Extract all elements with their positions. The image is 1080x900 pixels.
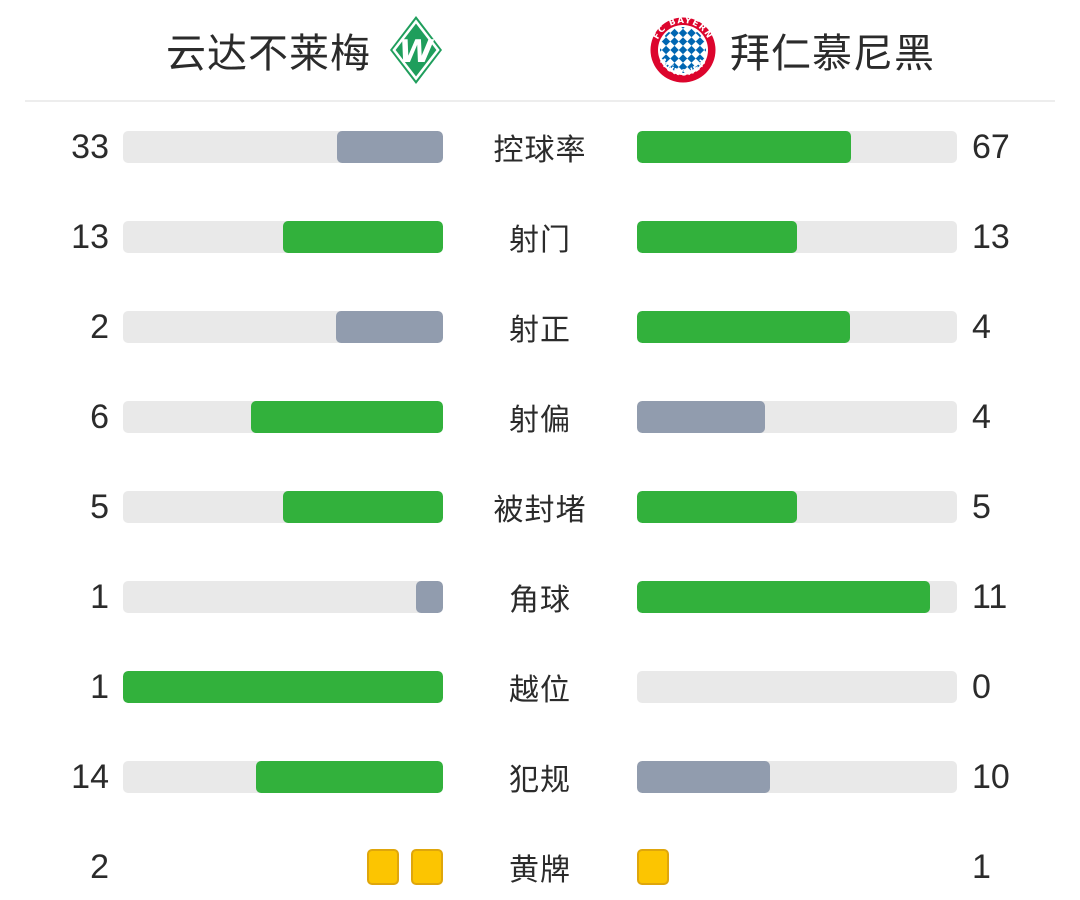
away-stat-value: 11 [972,577,1008,616]
stat-label: 犯规 [509,764,571,797]
yellow-card-icon [411,849,443,885]
away-stat-bar-fill [637,581,931,613]
away-stat-value: 67 [972,127,1010,166]
home-yellow-cards [123,822,443,900]
away-stat-bar [637,131,957,163]
away-stat-bar [637,671,957,703]
home-stat-bar-fill [336,311,443,343]
home-stat-bar-fill [283,491,443,523]
away-stat-value: 10 [972,757,1010,796]
stat-row: 1 角球 11 [25,552,1055,642]
home-stat-bar [123,131,443,163]
away-stat-value: 4 [972,397,991,436]
stats-list: 33 控球率 67 13 射门 13 2 射正 4 6 [25,102,1055,900]
svg-text:W: W [399,34,435,70]
home-stat-value: 6 [90,397,109,436]
stat-row-yellow-cards: 2 黄牌 1 [25,822,1055,900]
away-stat-bar [637,221,957,253]
werder-bremen-logo-icon: W [389,15,443,85]
stat-row: 5 被封堵 5 [25,462,1055,552]
stat-label: 控球率 [493,134,587,167]
stat-row: 14 犯规 10 [25,732,1055,822]
away-stat-bar [637,581,957,613]
home-stat-value: 5 [90,487,109,526]
yellow-card-icon [637,849,669,885]
away-stat-value: 5 [972,487,991,526]
stat-row: 2 射正 4 [25,282,1055,372]
match-header: 云达不莱梅 W [25,0,1055,100]
stat-label: 射正 [509,314,571,347]
stat-row: 1 越位 0 [25,642,1055,732]
bayern-munich-logo-icon: FC BAYERN MÜNCHEN [650,17,716,83]
away-team-header[interactable]: FC BAYERN MÜNCHEN 拜仁慕尼黑 [637,17,1055,83]
home-stat-bar [123,671,443,703]
yellow-card-icon [367,849,399,885]
away-stat-bar-fill [637,311,851,343]
away-stat-bar [637,401,957,433]
away-stat-value: 4 [972,307,991,346]
away-stat-bar-fill [637,221,797,253]
stat-row: 13 射门 13 [25,192,1055,282]
home-stat-bar [123,491,443,523]
header-divider [25,100,1055,102]
stat-label: 被封堵 [493,494,587,527]
away-stat-bar-fill [637,401,765,433]
home-stat-bar-fill [283,221,443,253]
stat-row: 6 射偏 4 [25,372,1055,462]
home-stat-bar [123,581,443,613]
home-stat-bar [123,221,443,253]
home-stat-value: 2 [90,307,109,346]
away-stat-bar [637,761,957,793]
home-stat-bar-fill [251,401,443,433]
away-stat-bar-fill [637,131,852,163]
stat-label: 角球 [509,584,571,617]
away-stat-value: 0 [972,667,991,706]
home-stat-value: 13 [71,217,109,256]
away-stat-bar [637,311,957,343]
away-stat-bar-fill [637,491,797,523]
stat-label: 黄牌 [509,854,571,887]
away-yellow-cards [637,822,957,900]
home-stat-bar [123,401,443,433]
home-stat-value: 1 [90,667,109,706]
stat-label: 越位 [509,674,571,707]
home-stat-bar [123,761,443,793]
away-team-name: 拜仁慕尼黑 [730,32,935,76]
away-stat-value: 1 [972,847,991,886]
home-stat-bar-fill [337,131,443,163]
away-stat-bar [637,491,957,523]
home-team-header[interactable]: 云达不莱梅 W [25,15,443,85]
stat-row: 33 控球率 67 [25,102,1055,192]
home-stat-bar-fill [123,671,443,703]
home-stat-value: 1 [90,577,109,616]
home-team-name: 云达不莱梅 [166,32,371,76]
home-stat-value: 2 [90,847,109,886]
home-stat-bar-fill [416,581,443,613]
home-stat-bar-fill [256,761,443,793]
away-stat-value: 13 [972,217,1010,256]
home-stat-value: 33 [71,127,109,166]
away-stat-bar-fill [637,761,771,793]
stat-label: 射门 [509,224,571,257]
home-stat-value: 14 [71,757,109,796]
home-stat-bar [123,311,443,343]
stat-label: 射偏 [509,404,571,437]
